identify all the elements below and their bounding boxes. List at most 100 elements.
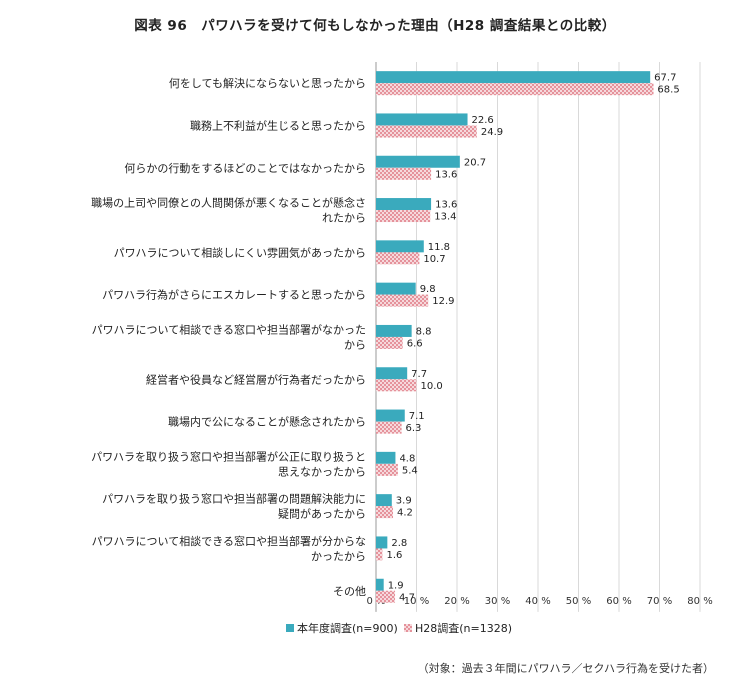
bar-current-survey	[376, 324, 412, 337]
data-label: 20.7	[464, 157, 486, 168]
bar-current-survey	[376, 536, 388, 549]
data-label: 10.0	[421, 381, 443, 392]
data-label: 5.4	[402, 465, 418, 476]
bar-current-survey	[376, 409, 405, 422]
data-label: 7.7	[411, 369, 427, 380]
bar-h28-survey	[376, 294, 429, 307]
category-label: パワハラを取り扱う窓口や担当部署が公正に取り扱うと思えなかったから	[91, 449, 366, 478]
bar-current-survey	[376, 578, 384, 591]
bar-current-survey	[376, 198, 432, 211]
data-label: 13.6	[435, 169, 457, 180]
category-label-line: パワハラについて相談しにくい雰囲気があったから	[114, 245, 366, 259]
data-label: 2.8	[391, 538, 407, 549]
category-label-line: れたから	[322, 212, 366, 225]
data-label: 4.8	[399, 453, 415, 464]
data-label: 10.7	[423, 254, 445, 265]
category-label-line: かったから	[311, 550, 366, 563]
legend-swatch	[286, 624, 294, 632]
category-label-line: から	[344, 338, 366, 351]
category-label-line: 何をしても解決にならないと思ったから	[169, 76, 366, 90]
data-label: 6.3	[406, 423, 422, 434]
category-label-line: 疑問があったから	[278, 507, 366, 521]
legend-label: 本年度調査(n=900)	[297, 621, 398, 635]
data-label: 4.2	[397, 508, 413, 519]
x-tick-label: 30 %	[485, 596, 510, 607]
category-label-line: パワハラについて相談できる窓口や担当部署が分からな	[92, 534, 366, 548]
category-label-line: パワハラについて相談できる窓口や担当部署がなかった	[92, 322, 366, 336]
x-tick-label: 10 %	[404, 596, 429, 607]
category-label: 何をしても解決にならないと思ったから	[169, 76, 366, 90]
bar-h28-survey	[376, 252, 420, 265]
category-label: 職場内で公になることが懸念されたから	[168, 415, 366, 429]
category-label: 職場の上司や同僚との人間関係が悪くなることが懸念されたから	[91, 196, 366, 225]
category-label-line: 経営者や役員など経営層が行為者だったから	[146, 372, 366, 386]
category-label-line: パワハラを取り扱う窓口や担当部署が公正に取り扱うと	[91, 449, 366, 463]
bar-h28-survey	[376, 379, 417, 392]
data-label: 11.8	[428, 242, 450, 253]
x-tick-label: 60 %	[606, 596, 631, 607]
data-label: 68.5	[657, 85, 679, 96]
category-label: パワハラを取り扱う窓口や担当部署の問題解決能力に疑問があったから	[102, 492, 366, 521]
bar-h28-survey	[376, 125, 477, 138]
bar-current-survey	[376, 155, 460, 168]
bar-current-survey	[376, 282, 416, 295]
grid-lines	[416, 62, 701, 612]
x-tick-label: 70 %	[647, 596, 672, 607]
bar-current-survey	[376, 71, 651, 84]
data-label: 24.9	[481, 127, 503, 138]
bar-h28-survey	[376, 548, 383, 561]
data-label: 13.6	[435, 200, 457, 211]
data-label: 22.6	[472, 115, 494, 126]
data-label: 67.7	[654, 73, 676, 84]
bar-current-survey	[376, 494, 392, 507]
category-label-line: その他	[333, 585, 366, 598]
category-labels: 何をしても解決にならないと思ったから職務上不利益が生じると思ったから何らかの行動…	[91, 76, 366, 598]
category-label: 経営者や役員など経営層が行為者だったから	[146, 372, 366, 386]
category-label-line: 職務上不利益が生じると思ったから	[190, 118, 366, 132]
category-label: パワハラについて相談できる窓口や担当部署がなかったから	[92, 322, 366, 351]
data-label: 8.8	[416, 326, 432, 337]
bar-h28-survey	[376, 421, 402, 434]
category-label-line: 思えなかったから	[278, 465, 366, 478]
bar-h28-survey	[376, 463, 398, 476]
category-label-line: パワハラを取り扱う窓口や担当部署の問題解決能力に	[102, 492, 366, 506]
data-label: 12.9	[432, 296, 454, 307]
bar-current-survey	[376, 240, 424, 253]
data-label: 1.6	[386, 550, 402, 561]
category-label: パワハラ行為がさらにエスカレートすると思ったから	[102, 288, 366, 302]
data-label: 6.6	[407, 338, 423, 349]
category-label: パワハラについて相談できる窓口や担当部署が分からなかったから	[92, 534, 366, 563]
bar-h28-survey	[376, 83, 654, 96]
data-label: 13.4	[434, 212, 456, 223]
bar-h28-survey	[376, 336, 403, 349]
bar-h28-survey	[376, 506, 394, 519]
category-label: パワハラについて相談しにくい雰囲気があったから	[114, 245, 366, 259]
legend-label: H28調査(n=1328)	[415, 621, 512, 635]
bar-current-survey	[376, 113, 468, 126]
footnote: （対象：過去３年間にパワハラ／セクハラ行為を受けた者）	[417, 662, 714, 675]
x-tick-label: 50 %	[566, 596, 591, 607]
bar-h28-survey	[376, 210, 431, 223]
data-label: 3.9	[396, 496, 412, 507]
bar-current-survey	[376, 451, 396, 464]
data-label: 4.7	[399, 592, 415, 603]
x-tick-label: 20 %	[444, 596, 469, 607]
legend: 本年度調査(n=900) H28調査(n=1328)	[286, 621, 512, 635]
data-labels: 67.768.522.624.920.713.613.613.411.810.7…	[386, 73, 679, 604]
category-label-line: 職場の上司や同僚との人間関係が悪くなることが懸念さ	[91, 196, 366, 210]
category-label-line: 何らかの行動をするほどのことではなかったから	[124, 161, 366, 175]
category-label: その他	[333, 585, 366, 598]
category-label-line: パワハラ行為がさらにエスカレートすると思ったから	[102, 288, 366, 302]
data-label: 9.8	[420, 284, 436, 295]
x-tick-label: 80 %	[687, 596, 712, 607]
bar-h28-survey	[376, 590, 396, 603]
bars	[376, 71, 654, 603]
data-label: 1.9	[388, 580, 404, 591]
bar-h28-survey	[376, 167, 432, 180]
category-label-line: 職場内で公になることが懸念されたから	[168, 415, 366, 429]
data-label: 7.1	[409, 411, 425, 422]
category-label: 職務上不利益が生じると思ったから	[190, 118, 366, 132]
chart-title: 図表 96 パワハラを受けて何もしなかった理由（H28 調査結果との比較）	[134, 18, 616, 34]
category-label: 何らかの行動をするほどのことではなかったから	[124, 161, 366, 175]
